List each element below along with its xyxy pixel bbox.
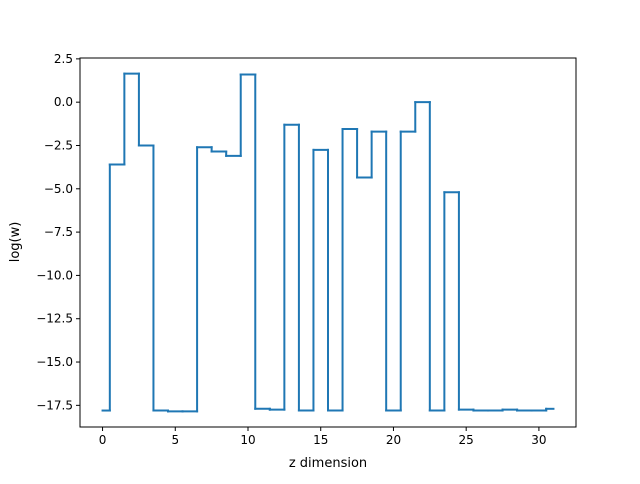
axes-frame <box>79 57 577 428</box>
y-tick-label: −5.0 <box>44 182 73 196</box>
y-tick-label: −7.5 <box>44 225 73 239</box>
x-tick-label: 20 <box>386 433 401 447</box>
x-tick-label: 5 <box>171 433 179 447</box>
x-axis-label: z dimension <box>289 456 367 471</box>
plot-area <box>101 72 555 413</box>
y-tick-label: 0.0 <box>54 95 73 109</box>
y-tick-label: −10.0 <box>36 268 73 282</box>
y-tick-label: 2.5 <box>54 52 73 66</box>
y-tick-label: −17.5 <box>36 398 73 412</box>
x-axis-ticks: 0 5 10 15 20 25 30 <box>99 427 547 447</box>
y-axis-ticks: 2.5 0.0 −2.5 −5.0 −7.5 −10.0 −12.5 −15.0 −17.5 <box>36 52 80 412</box>
series-line <box>101 72 555 413</box>
x-tick-label: 0 <box>99 433 107 447</box>
y-tick-label: −15.0 <box>36 355 73 369</box>
y-axis-label: log(w) <box>8 222 23 263</box>
y-tick-label: −12.5 <box>36 312 73 326</box>
x-tick-label: 10 <box>240 433 255 447</box>
x-tick-label: 30 <box>531 433 546 447</box>
y-tick-label: −2.5 <box>44 138 73 152</box>
x-tick-label: 15 <box>313 433 328 447</box>
x-tick-label: 25 <box>459 433 474 447</box>
